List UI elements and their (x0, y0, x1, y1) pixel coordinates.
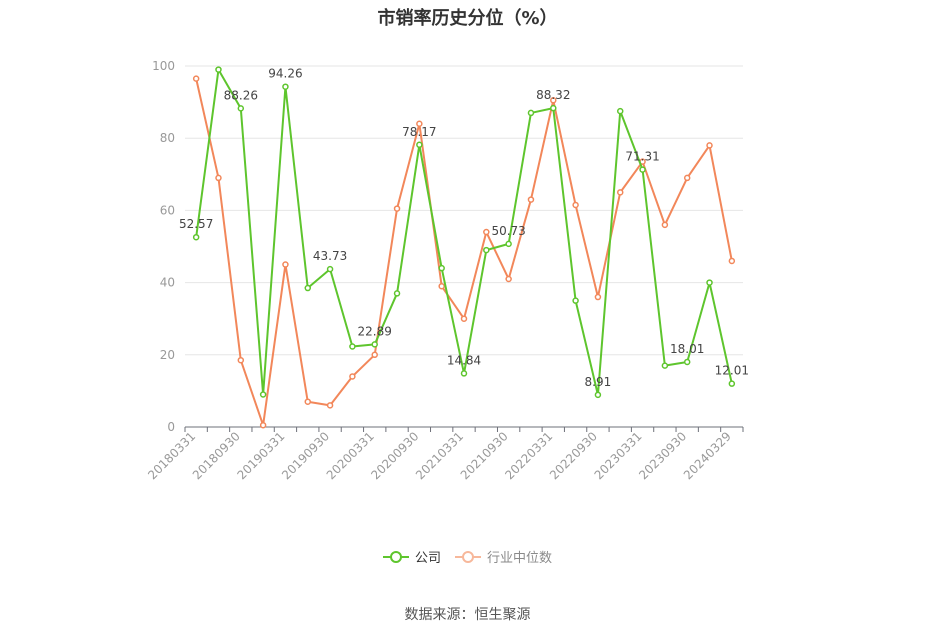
data-point-industry (550, 97, 557, 104)
data-point-company (416, 141, 423, 149)
source-note: 数据来源：恒生聚源 (404, 607, 531, 623)
data-point-industry (572, 201, 579, 209)
data-point-company (304, 284, 312, 292)
data-point-company (728, 380, 736, 387)
grid-lines (185, 65, 743, 356)
x-tick-label: 20230331 (592, 429, 645, 482)
y-tick-label: 60 (160, 203, 175, 217)
data-point-industry (304, 398, 312, 405)
data-point-company (393, 290, 401, 297)
data-point-company (237, 105, 245, 112)
x-tick-label: 20210331 (413, 429, 466, 482)
legend-industry-marker-icon (455, 550, 481, 563)
legend-company-marker-icon (382, 550, 409, 563)
data-point-industry (371, 351, 378, 359)
data-label: 43.73 (313, 249, 347, 263)
data-point-industry (728, 257, 736, 265)
y-tick-label: 40 (160, 276, 175, 290)
data-label: 71.31 (625, 150, 659, 164)
data-label: 14.84 (447, 353, 481, 367)
data-point-industry (349, 373, 356, 380)
data-point-company (572, 297, 579, 304)
data-point-company (215, 66, 222, 73)
data-point-company (438, 264, 445, 272)
y-tick-label: 100 (152, 59, 175, 73)
data-point-industry (594, 293, 602, 301)
data-label: 88.32 (536, 88, 570, 102)
data-point-company (527, 109, 535, 117)
legend-item-company[interactable]: 公司 (382, 547, 441, 566)
data-label: 12.01 (715, 364, 749, 378)
legend-industry-label: 行业中位数 (487, 551, 553, 566)
data-point-industry (282, 261, 289, 268)
x-tick-label: 20230930 (636, 429, 689, 482)
data-point-industry (237, 356, 245, 364)
data-point-industry (215, 174, 222, 182)
data-point-company (371, 341, 378, 348)
legend-item-industry[interactable]: 行业中位数 (455, 547, 552, 566)
series-line-company (195, 68, 733, 396)
data-label: 22.89 (358, 324, 392, 338)
data-label: 88.26 (224, 88, 258, 102)
data-point-company (550, 104, 557, 112)
data-point-industry (483, 228, 490, 236)
x-tick-label: 20180930 (190, 429, 243, 482)
y-tick-label: 0 (167, 420, 175, 434)
data-point-industry (326, 402, 334, 409)
data-point-company (349, 343, 356, 350)
y-tick-label: 20 (160, 348, 175, 362)
y-tick-label: 80 (160, 131, 175, 145)
x-tick-label: 20190930 (279, 429, 332, 482)
data-point-company (483, 246, 490, 254)
data-label: 8.91 (585, 375, 612, 389)
data-point-company (594, 391, 602, 399)
data-point-industry (505, 275, 512, 283)
x-tick-label: 20200331 (324, 429, 377, 482)
data-label: 18.01 (670, 342, 704, 356)
data-point-company (661, 362, 669, 369)
data-label: 50.73 (491, 224, 525, 238)
data-point-company (683, 358, 691, 366)
x-tick-label: 20240329 (681, 429, 734, 482)
x-tick-label: 20180331 (145, 429, 198, 482)
data-point-industry (683, 174, 691, 182)
data-point-company (326, 265, 334, 273)
data-point-industry (416, 120, 423, 128)
data-point-company (192, 233, 200, 241)
x-tick-label: 20220930 (547, 429, 600, 482)
data-point-industry (192, 75, 200, 82)
data-point-company (706, 279, 713, 286)
x-tick-label: 20220331 (502, 429, 555, 482)
data-labels: 52.57 88.26 94.26 43.73 22.89 78.17 14.84 50.73… (179, 67, 749, 389)
series-lines (192, 66, 736, 429)
x-tick-label: 20210930 (458, 429, 511, 482)
data-point-industry (661, 221, 669, 229)
data-point-company (282, 83, 289, 90)
data-point-industry (706, 142, 713, 149)
data-point-company (259, 391, 267, 398)
data-label: 52.57 (179, 217, 213, 231)
data-point-industry (460, 315, 468, 322)
data-point-industry (259, 421, 267, 429)
data-point-company (616, 107, 624, 115)
data-label: 94.26 (268, 67, 302, 81)
data-point-company (460, 370, 468, 377)
data-point-industry (393, 205, 401, 212)
chart-title: 市销率历史分位（%） (377, 8, 558, 29)
data-label: 78.17 (402, 125, 436, 139)
x-tick-label: 20190331 (234, 429, 287, 482)
x-tick-label: 20200930 (368, 429, 421, 482)
legend-company-label: 公司 (414, 551, 441, 566)
data-point-company (505, 240, 512, 248)
data-point-industry (616, 189, 624, 196)
data-point-company (639, 166, 646, 173)
data-point-industry (438, 282, 445, 290)
legend: 公司 行业中位数 (0, 547, 935, 566)
data-point-industry (527, 196, 535, 203)
